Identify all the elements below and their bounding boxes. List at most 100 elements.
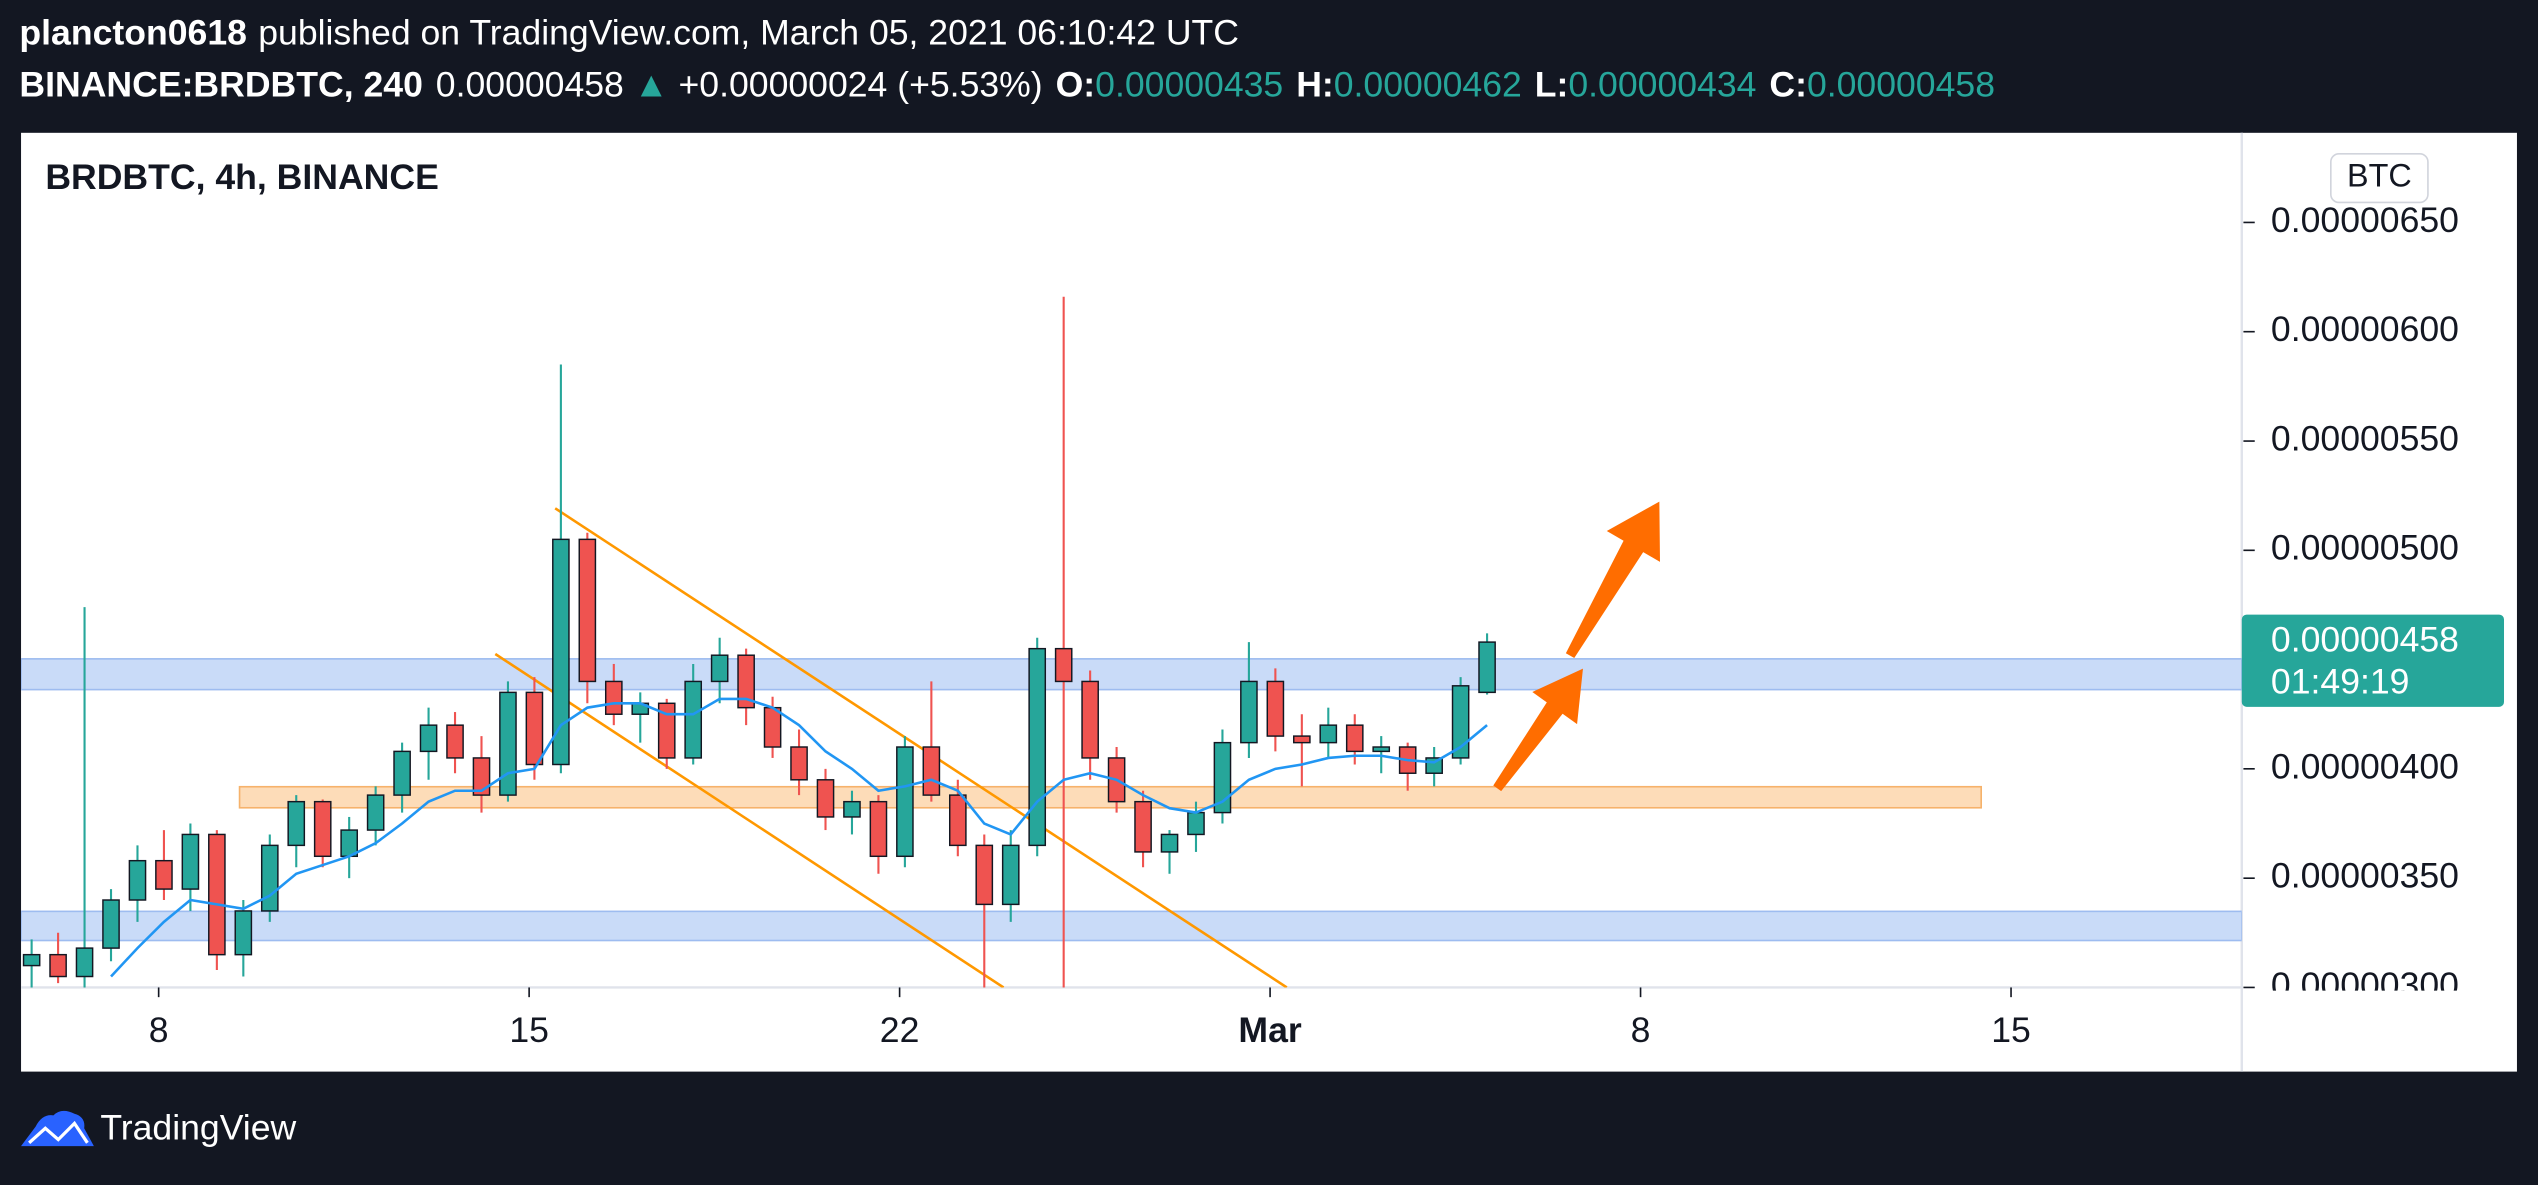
ohlc-label: C: [1769,65,1807,105]
brand: TradingView [100,1107,296,1147]
x-tick-label: 22 [880,1010,920,1050]
up-icon: ▲ [634,65,669,105]
resistance-zone [21,658,2242,691]
symbol-line: BINANCE:BRDBTC, 240 0.00000458 ▲ +0.0000002… [19,65,1995,105]
candle-body [1001,844,1020,906]
candle-body [710,654,729,683]
channel-line [554,507,1288,988]
change: +0.00000024 (+5.53%) [679,65,1043,105]
candle-body [816,779,835,818]
candle-body [208,833,226,956]
candle-body [737,654,755,709]
candle-body [1478,641,1496,694]
ohlc-label: L: [1535,65,1569,105]
ohlc-value: 0.00000462 [1334,65,1522,105]
candle-body [260,844,279,912]
y-tick-label: 0.00000350 [2271,856,2459,896]
candle-body [1319,724,1338,744]
footer-logo [21,1110,94,1147]
candle-body [75,947,94,978]
header-line: plancton0618 published on TradingView.com… [19,13,1239,53]
y-tick-label: 0.00000600 [2271,309,2459,349]
candle-body [499,691,517,796]
candle-body [525,691,544,766]
candle-body [552,538,570,766]
y-tick-label: 0.00000300 [2271,965,2459,1005]
ohlc-value: 0.00000458 [1807,65,1995,105]
candle-body [790,746,808,781]
candle-body [393,750,411,796]
candle-body [234,910,253,956]
chart-title: BRDBTC, 4h, BINANCE [45,157,439,197]
candle-body [155,859,173,890]
candle-body [1213,741,1232,814]
candle-body [763,706,782,748]
candle-body [1028,647,1047,847]
author: plancton0618 [19,13,246,53]
candle-body [1372,746,1391,753]
last-price-label: 0.00000458 [2271,619,2459,659]
plot [22,296,1496,988]
ohlc-label: O: [1056,65,1096,105]
candle-body [1240,680,1258,744]
x-tick-label: 8 [1631,1010,1651,1050]
arrow [1565,501,1660,659]
candle-body [657,702,676,759]
candle-body [1345,724,1364,753]
arrow [1493,668,1583,792]
y-tick-label: 0.00000650 [2271,200,2459,240]
candle-body [181,833,200,890]
candle-body [578,538,597,683]
moving-average [110,697,1488,978]
candle-body [22,953,41,967]
candle-body [128,859,147,901]
candle-body [975,844,994,906]
currency[interactable]: BTC [2347,158,2412,194]
y-tick-label: 0.00000400 [2271,746,2459,786]
ohlc-value: 0.00000435 [1095,65,1283,105]
candle-body [1054,647,1073,683]
candle-body [1266,680,1285,737]
candle-body [313,800,332,858]
candle-body [949,794,967,847]
candle-body [604,680,623,715]
candle-body [366,794,385,831]
candle-body [869,800,888,858]
candle-body [843,800,861,818]
candle-body [1134,800,1152,853]
candle-body [419,724,438,753]
ohlc-value: 0.00000434 [1568,65,1756,105]
countdown: 01:49:19 [2271,662,2410,702]
candle-body [922,746,941,796]
candle-body [1451,685,1470,759]
candle-body [1160,833,1179,853]
candle-body [102,899,120,949]
candle-body [472,757,491,796]
x-tick-label: 15 [1991,1010,2031,1050]
x-tick-label: 15 [509,1010,549,1050]
support-zone [21,910,2242,942]
currency-box[interactable] [2330,153,2429,204]
y-tick-label: 0.00000550 [2271,418,2459,458]
symbol: BINANCE:BRDBTC, 240 [19,65,422,105]
candle-body [49,953,67,978]
candle-body [287,800,306,847]
candle-body [446,724,464,759]
published: published on TradingView.com, March 05, … [258,13,1239,53]
candle-body [1081,680,1099,759]
x-tick-label: Mar [1238,1010,1301,1050]
candle-body [1187,811,1205,836]
time-axis: 8 15 22 Mar 8 15 [149,987,2031,1050]
candle-body [684,680,703,759]
ohlc-label: H: [1296,65,1334,105]
candle-body [896,746,914,858]
candle-body [1293,735,1311,744]
x-tick-label: 8 [149,1010,169,1050]
price: 0.00000458 [436,65,624,105]
last-price-box [2241,614,2505,707]
y-tick-label: 0.00000500 [2271,528,2459,568]
channel-line [494,652,1005,988]
